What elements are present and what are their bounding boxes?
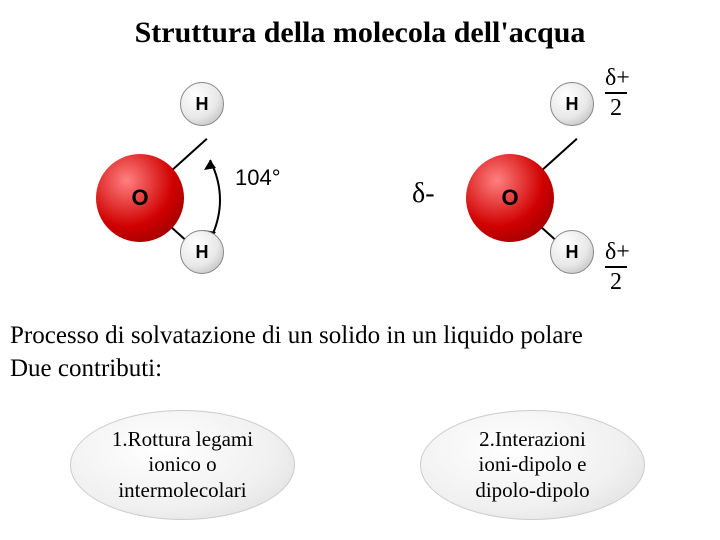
ellipse-2-line-1: 2.Interazioni [475, 427, 589, 452]
page-title: Struttura della molecola dell'acqua [0, 16, 720, 50]
ellipse-1-line-3: intermolecolari [112, 478, 253, 503]
ellipse-2-line-2: ioni-dipolo e [475, 452, 589, 477]
hydrogen-atom-left-bottom: H [180, 230, 224, 274]
delta-minus-label: δ- [412, 180, 435, 208]
atom-label: H [196, 94, 209, 115]
oxygen-atom-right: O [466, 154, 554, 242]
delta-plus-bottom-label: δ+ 2 [605, 240, 630, 294]
process-line-2: Due contributi: [10, 353, 710, 386]
charge-denominator: 2 [605, 269, 622, 295]
contribution-1-ellipse: 1.Rottura legami ionico o intermolecolar… [70, 410, 295, 520]
process-text: Processo di solvatazione di un solido in… [10, 320, 710, 385]
fraction-line [605, 266, 627, 268]
contribution-2-ellipse: 2.Interazioni ioni-dipolo e dipolo-dipol… [420, 410, 645, 520]
atom-label: H [196, 242, 209, 263]
hydrogen-atom-right-bottom: H [550, 230, 594, 274]
ellipse-2-line-3: dipolo-dipolo [475, 478, 589, 503]
ellipse-1-line-2: ionico o [112, 452, 253, 477]
diagram-area: O H H 104° O H H δ- δ+ 2 δ+ 2 [0, 60, 720, 320]
bond-angle-label: 104° [235, 165, 281, 191]
hydrogen-atom-right-top: H [550, 82, 594, 126]
fraction-line [605, 92, 627, 94]
atom-label: O [131, 185, 148, 211]
atom-label: H [566, 242, 579, 263]
oxygen-atom-left: O [96, 154, 184, 242]
charge-numerator: δ+ [605, 239, 630, 265]
ellipse-1-line-1: 1.Rottura legami [112, 427, 253, 452]
charge-numerator: δ+ [605, 65, 630, 91]
atom-label: O [501, 185, 518, 211]
process-line-1: Processo di solvatazione di un solido in… [10, 320, 710, 353]
delta-plus-top-label: δ+ 2 [605, 66, 630, 120]
atom-label: H [566, 94, 579, 115]
charge-denominator: 2 [605, 95, 622, 121]
hydrogen-atom-left-top: H [180, 82, 224, 126]
